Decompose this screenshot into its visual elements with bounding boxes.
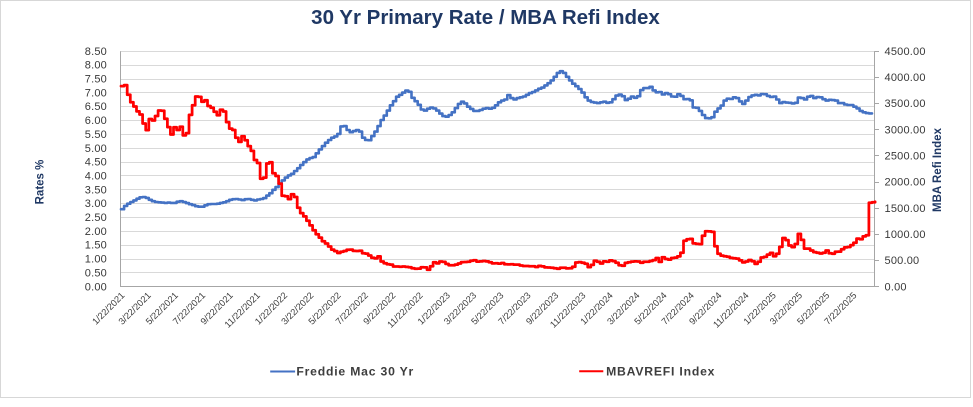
svg-text:1500.00: 1500.00: [885, 203, 926, 215]
svg-text:6.00: 6.00: [85, 115, 107, 127]
svg-text:2.50: 2.50: [85, 212, 107, 224]
svg-text:0.00: 0.00: [885, 281, 907, 293]
svg-text:0.00: 0.00: [85, 281, 107, 293]
svg-text:1.00: 1.00: [85, 254, 107, 266]
svg-text:3500.00: 3500.00: [885, 98, 926, 110]
svg-text:7.00: 7.00: [85, 87, 107, 99]
svg-text:30 Yr Primary Rate / MBA Refi: 30 Yr Primary Rate / MBA Refi Index: [311, 6, 660, 29]
svg-text:Freddie Mac 30 Yr: Freddie Mac 30 Yr: [296, 365, 414, 379]
svg-text:6.50: 6.50: [85, 101, 107, 113]
svg-text:5.00: 5.00: [85, 143, 107, 155]
svg-text:4.00: 4.00: [85, 171, 107, 183]
svg-text:2.00: 2.00: [85, 226, 107, 238]
svg-text:3.50: 3.50: [85, 184, 107, 196]
svg-text:5.50: 5.50: [85, 129, 107, 141]
svg-text:8.00: 8.00: [85, 60, 107, 72]
svg-text:4500.00: 4500.00: [885, 46, 926, 58]
svg-text:500.00: 500.00: [885, 255, 920, 267]
svg-text:8.50: 8.50: [85, 46, 107, 58]
svg-text:7.50: 7.50: [85, 74, 107, 86]
svg-text:Rates %: Rates %: [35, 160, 47, 205]
svg-text:3000.00: 3000.00: [885, 124, 926, 136]
svg-text:0.50: 0.50: [85, 267, 107, 279]
svg-text:2000.00: 2000.00: [885, 177, 926, 189]
svg-text:1.50: 1.50: [85, 240, 107, 252]
svg-text:MBAVREFI Index: MBAVREFI Index: [606, 365, 715, 379]
svg-text:3.00: 3.00: [85, 198, 107, 210]
svg-text:4.50: 4.50: [85, 157, 107, 169]
svg-text:MBA Refi Index: MBA Refi Index: [932, 127, 944, 212]
svg-text:1000.00: 1000.00: [885, 229, 926, 241]
svg-text:4000.00: 4000.00: [885, 72, 926, 84]
svg-text:2500.00: 2500.00: [885, 151, 926, 163]
